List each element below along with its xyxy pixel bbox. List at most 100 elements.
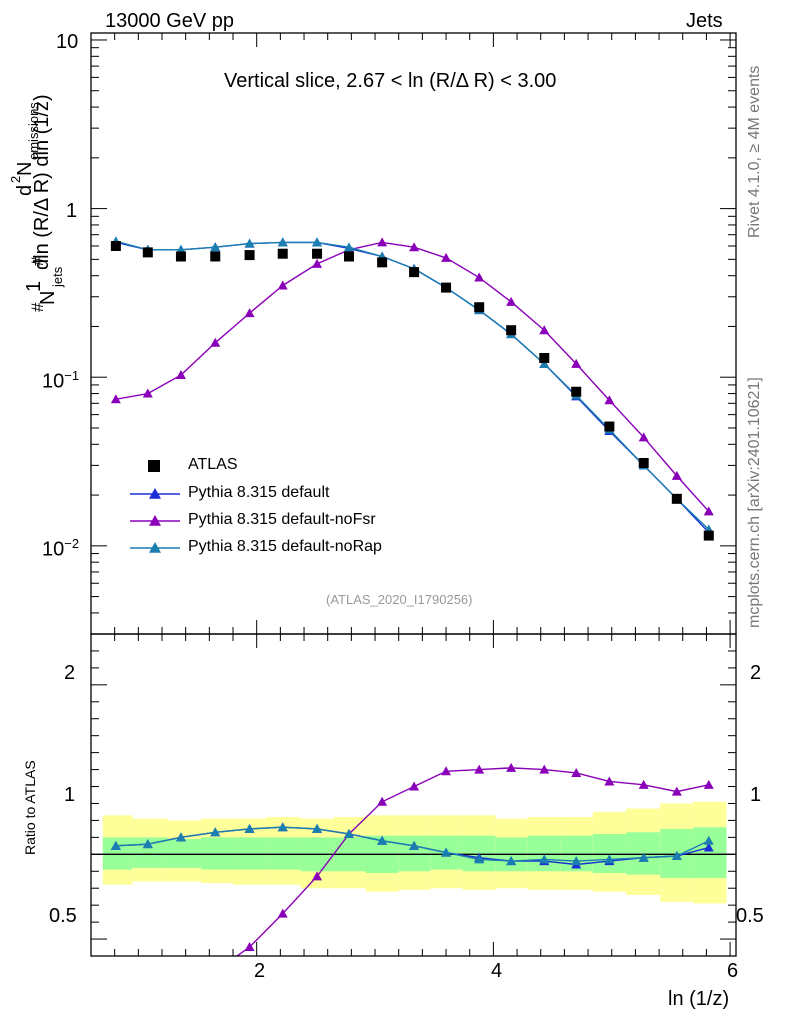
- x-tick-label-6: 6: [727, 960, 739, 982]
- main-marker-norap: [539, 358, 550, 368]
- ratio-marker-norap: [312, 823, 323, 833]
- ratio-band-inner: [592, 833, 626, 873]
- header-left-label: 13000 GeV pp: [105, 10, 234, 32]
- ratio-marker-norap: [175, 832, 186, 842]
- ratio-marker-norap: [110, 840, 121, 850]
- main-marker-atlas: [539, 353, 550, 364]
- main-marker-norap: [244, 238, 255, 248]
- ratio-band-inner: [201, 837, 234, 870]
- ratio-band-inner: [233, 837, 267, 870]
- ratio-marker-nofsr: [703, 779, 714, 789]
- ratio-band-inner: [266, 837, 301, 870]
- main-marker-atlas: [210, 251, 221, 262]
- main-marker-norap: [344, 242, 354, 252]
- main-marker-atlas: [244, 250, 255, 261]
- ratio-tick-label-2-right: 2: [750, 662, 762, 684]
- ratio-marker-nofsr: [638, 779, 649, 789]
- y-tick-label-10: 10: [56, 31, 79, 53]
- main-marker-atlas: [142, 247, 153, 258]
- main-marker-nofsr: [671, 470, 682, 480]
- ratio-marker-nofsr: [671, 786, 682, 796]
- ratio-tick-label-0.5-right: 0.5: [736, 905, 764, 927]
- main-marker-nofsr: [441, 252, 452, 262]
- x-axis-label: ln (1/z): [668, 988, 730, 1010]
- legend-marker-atlas: [148, 460, 160, 472]
- main-marker-nofsr: [604, 395, 615, 405]
- main-marker-atlas: [604, 421, 615, 432]
- ratio-marker-nofsr: [604, 776, 615, 786]
- ratio-marker-norap: [344, 828, 354, 838]
- main-marker-nofsr: [474, 272, 485, 282]
- plot-title: Vertical slice, 2.67 < ln (R/Δ R) < 3.00: [224, 70, 557, 92]
- ratio-marker-norap: [571, 856, 582, 866]
- ratio-marker-norap: [539, 854, 550, 864]
- main-marker-atlas: [110, 241, 121, 252]
- ratio-marker-norap: [604, 854, 615, 864]
- main-marker-atlas: [441, 282, 452, 293]
- y-label-denominator: dln (R/Δ R) dln (1/z): [31, 94, 53, 270]
- rivet-label: Rivet 4.1.0, ≥ 4M events: [746, 65, 763, 238]
- main-marker-nofsr: [175, 370, 186, 380]
- main-marker-nofsr: [506, 296, 517, 306]
- ratio-marker-norap: [703, 835, 714, 845]
- main-marker-nofsr: [409, 242, 420, 252]
- main-marker-norap: [312, 237, 323, 247]
- y-label-d-sup: 2: [8, 175, 23, 183]
- ratio-tick-label-0.5-left: 0.5: [49, 905, 77, 927]
- ratio-marker-default: [703, 842, 714, 852]
- main-marker-nofsr: [277, 280, 288, 290]
- x-tick-label-2: 2: [254, 960, 266, 982]
- main-marker-nofsr: [312, 258, 323, 268]
- legend-marker-default: [149, 488, 161, 499]
- legend-marker-nofsr: [149, 515, 161, 526]
- main-marker-nofsr: [377, 237, 388, 247]
- main-marker-nofsr: [571, 358, 582, 368]
- main-marker-atlas: [638, 457, 649, 468]
- ratio-band-inner: [102, 837, 133, 870]
- main-marker-nofsr: [638, 432, 649, 442]
- y-label-njets: N: [37, 290, 59, 305]
- main-marker-atlas: [344, 251, 354, 262]
- ratio-band-inner: [398, 835, 431, 872]
- ratio-marker-nofsr: [210, 967, 220, 976]
- ratio-band-inner: [693, 827, 727, 879]
- ratio-frame: [90, 633, 737, 957]
- ratio-marker-norap: [210, 827, 221, 837]
- ratio-plot-area: [91, 762, 736, 994]
- header-right-label: Jets: [686, 10, 723, 32]
- ratio-y-axis-label: Ratio to ATLAS: [22, 760, 38, 855]
- main-plot-area: [110, 236, 714, 541]
- legend-label-nofsr: Pythia 8.315 default-noFsr: [188, 511, 376, 528]
- main-marker-atlas: [377, 257, 388, 268]
- ratio-marker-norap: [142, 839, 153, 849]
- y-tick-label-1: 1: [66, 200, 78, 222]
- ratio-marker-nofsr: [176, 985, 186, 994]
- ratio-band-inner: [132, 837, 168, 868]
- y-tick-label-0.01: 10−2: [42, 536, 80, 561]
- ratio-marker-nofsr: [474, 764, 485, 774]
- main-marker-atlas: [409, 267, 420, 278]
- ratio-marker-norap: [638, 852, 649, 862]
- ratio-marker-nofsr: [409, 781, 420, 791]
- ratio-tick-label-1-right: 1: [750, 784, 762, 806]
- ratio-marker-nofsr: [377, 796, 388, 806]
- ratio-tick-label-2-left: 2: [64, 662, 76, 684]
- analysis-id-annotation: (ATLAS_2020_I1790256): [326, 592, 473, 607]
- ratio-marker-nofsr: [441, 766, 452, 776]
- legend-marker-norap: [149, 542, 161, 553]
- main-marker-nofsr: [539, 325, 550, 335]
- main-marker-nofsr: [210, 337, 221, 347]
- main-marker-atlas: [312, 248, 323, 259]
- ratio-marker-norap: [244, 823, 255, 833]
- x-tick-label-4: 4: [491, 960, 503, 982]
- ratio-marker-nofsr: [539, 764, 550, 774]
- ratio-band-inner: [527, 835, 561, 872]
- main-marker-atlas: [474, 302, 485, 313]
- ratio-marker-nofsr: [277, 908, 288, 918]
- main-marker-atlas: [506, 325, 517, 336]
- ratio-marker-nofsr: [244, 942, 255, 952]
- main-marker-nofsr: [110, 394, 121, 404]
- main-marker-nofsr: [703, 506, 714, 516]
- ratio-band-inner: [167, 839, 202, 868]
